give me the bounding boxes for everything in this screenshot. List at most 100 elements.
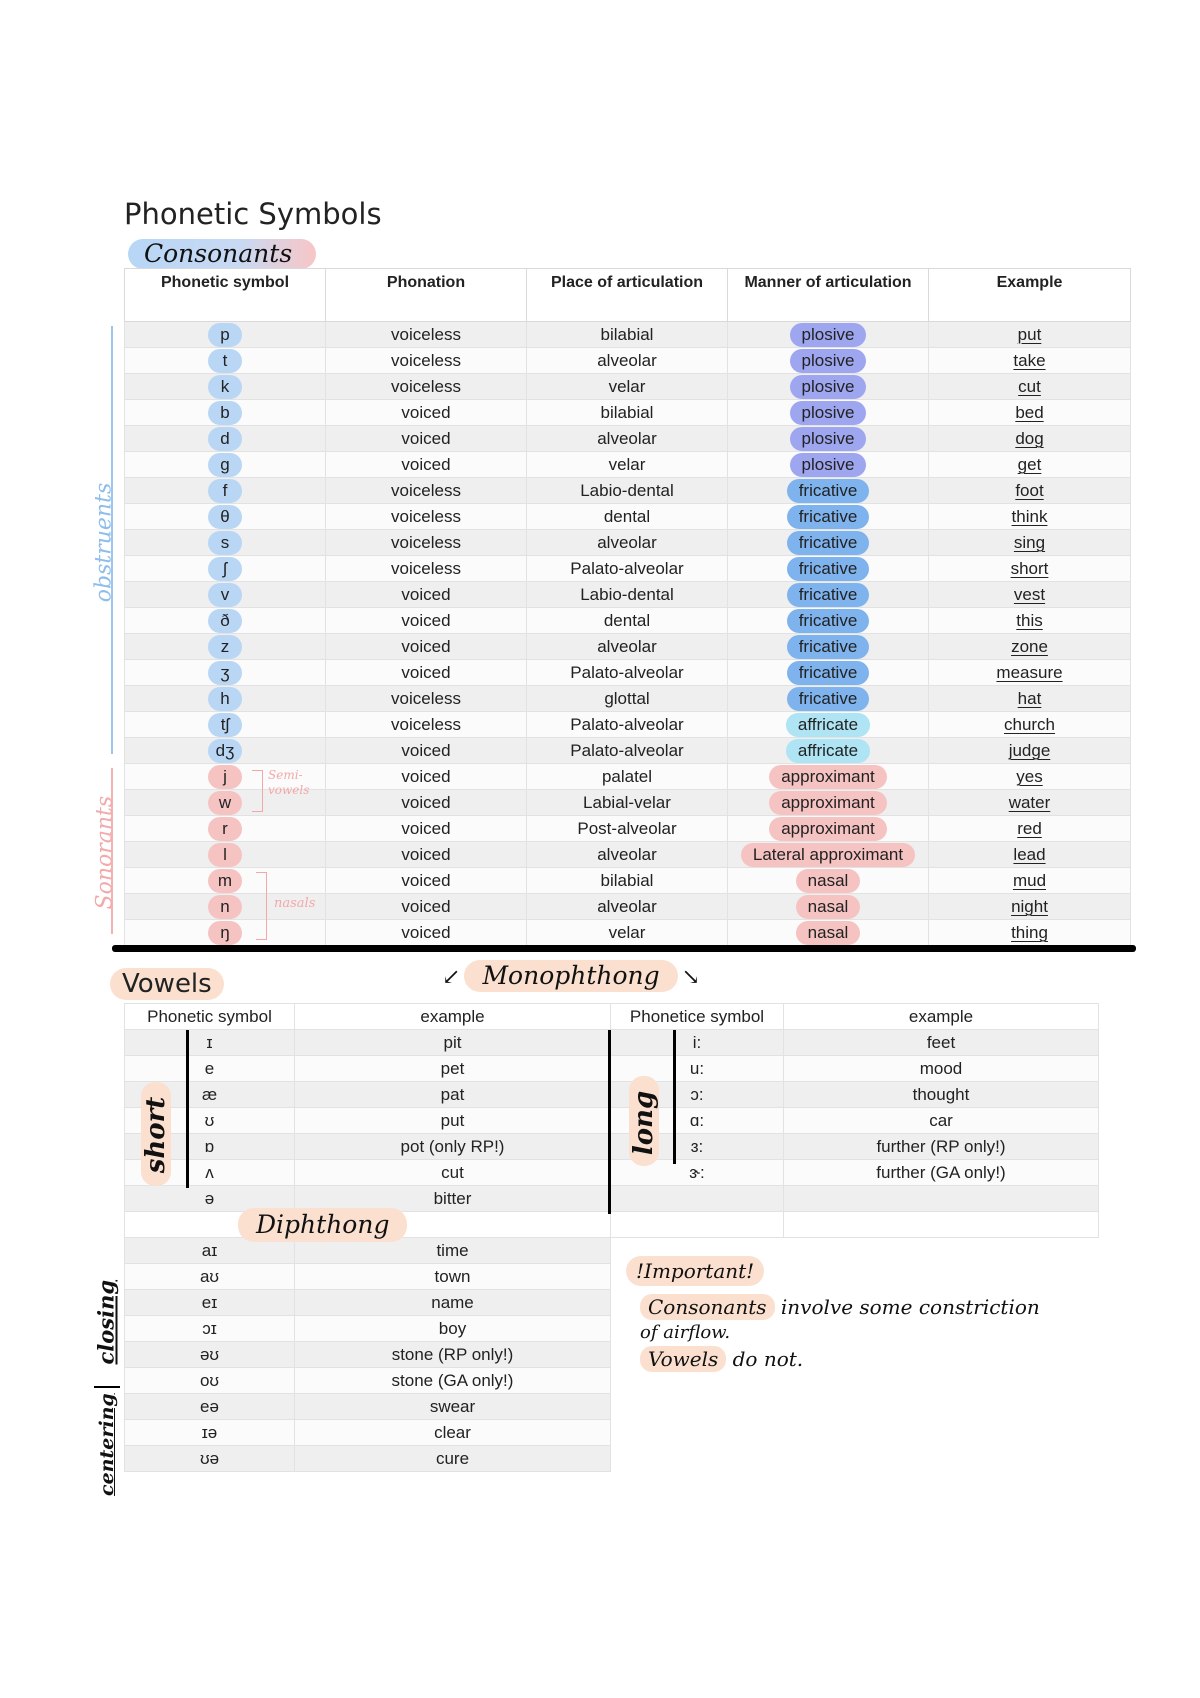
consonant-place: Palato-alveolar (570, 663, 684, 682)
consonant-phonation: voiced (401, 793, 451, 812)
consonant-example-cell: red (928, 815, 1131, 842)
consonant-example: cut (1018, 377, 1041, 396)
monophthong-label: Monophthong (464, 960, 678, 992)
consonant-manner-cell: approximant (727, 815, 929, 842)
consonant-manner: approximant (769, 791, 887, 815)
sonorants-line (111, 768, 113, 934)
short-vowel-symbol: ɪ (124, 1029, 295, 1056)
consonant-symbol-cell: tʃ (124, 711, 326, 738)
consonant-phonation-cell: voiced (325, 815, 527, 842)
consonant-place: bilabial (600, 325, 654, 344)
consonant-symbol-cell: j (124, 763, 326, 790)
vowel-row: ɒ pot (only RP!) ɜ: further (RP only!) (124, 1133, 1099, 1160)
consonant-symbol-cell: θ (124, 503, 326, 530)
consonant-example-cell: yes (928, 763, 1131, 790)
consonant-manner: fricative (786, 687, 870, 711)
consonant-place: Palato-alveolar (570, 559, 684, 578)
short-vowel-example: pit (294, 1029, 611, 1056)
consonant-place-cell: Palato-alveolar (526, 555, 728, 582)
consonant-manner: plosive (789, 349, 867, 373)
consonant-symbol: f (208, 479, 242, 503)
consonant-example: judge (1008, 741, 1051, 760)
consonant-phonation-cell: voiceless (325, 373, 527, 400)
empty-cell (783, 1237, 1099, 1264)
consonant-phonation-cell: voiceless (325, 685, 527, 712)
consonant-example: thing (1011, 923, 1048, 942)
consonant-manner: plosive (789, 401, 867, 425)
consonant-phonation-cell: voiced (325, 425, 527, 452)
consonant-example-cell: water (928, 789, 1131, 816)
consonant-place-cell: Palato-alveolar (526, 711, 728, 738)
consonant-example-cell: night (928, 893, 1131, 920)
consonant-row: d voiced alveolar plosive dog (124, 425, 1131, 452)
consonant-symbol: w (208, 791, 242, 815)
consonant-row: ʃ voiceless Palato-alveolar fricative short (124, 555, 1131, 582)
consonant-manner: approximant (769, 817, 887, 841)
consonant-symbol: l (208, 843, 242, 867)
empty-cell (783, 1419, 1099, 1446)
note-vowels: Vowels (640, 1346, 727, 1372)
consonant-place: alveolar (597, 533, 657, 552)
spacer-cell (610, 1211, 784, 1238)
long-vowel-example: feet (783, 1029, 1099, 1056)
consonant-manner: fricative (786, 583, 870, 607)
consonant-example-cell: think (928, 503, 1131, 530)
nasals-bracket (256, 872, 267, 940)
consonant-example-cell: mud (928, 867, 1131, 894)
consonant-place-cell: bilabial (526, 867, 728, 894)
consonant-example: mud (1012, 871, 1047, 890)
consonant-example-cell: take (928, 347, 1131, 374)
consonant-example-cell: short (928, 555, 1131, 582)
consonant-place: alveolar (597, 429, 657, 448)
consonant-place-cell: bilabial (526, 321, 728, 348)
consonant-row: g voiced velar plosive get (124, 451, 1131, 478)
consonant-example: foot (1015, 481, 1044, 500)
consonant-place: Labio-dental (580, 481, 674, 500)
consonant-row: tʃ voiceless Palato-alveolar affricate churc… (124, 711, 1131, 738)
important-title: !Important! (626, 1256, 765, 1286)
consonant-symbol-cell: f (124, 477, 326, 504)
consonant-manner-cell: nasal (727, 893, 929, 920)
consonants-heading: Consonants (128, 239, 317, 269)
short-vowel-symbol: e (124, 1055, 295, 1082)
consonant-example: vest (1013, 585, 1046, 604)
consonant-place-cell: dental (526, 503, 728, 530)
short-vowel-example: put (294, 1107, 611, 1134)
short-highlight (141, 1082, 171, 1186)
consonant-phonation: voiceless (391, 715, 461, 734)
consonant-example-cell: measure (928, 659, 1131, 686)
consonant-manner-cell: plosive (727, 399, 929, 426)
consonant-symbol: t (208, 349, 242, 373)
consonant-phonation: voiceless (391, 325, 461, 344)
diphthong-row: əʊ stone (RP only!) (124, 1341, 1099, 1368)
consonant-place-cell: velar (526, 451, 728, 478)
consonant-manner-cell: fricative (727, 581, 929, 608)
consonant-manner: fricative (786, 635, 870, 659)
consonant-row: j voiced palatel approximant yes (124, 763, 1131, 790)
consonant-row: t voiceless alveolar plosive take (124, 347, 1131, 374)
consonants-header-row: Phonetic symbol Phonation Place of artic… (124, 268, 1131, 322)
consonant-phonation-cell: voiced (325, 399, 527, 426)
long-label: long (629, 1090, 659, 1156)
consonant-manner-cell: Lateral approximant (727, 841, 929, 868)
vowel-row: ɪ pit i: feet (124, 1029, 1099, 1056)
consonant-place-cell: dental (526, 607, 728, 634)
long-vowel-example (783, 1185, 1099, 1212)
consonant-phonation-cell: voiceless (325, 711, 527, 738)
long-vowel-example: thought (783, 1081, 1099, 1108)
consonant-symbol: p (208, 323, 242, 347)
diphthong-symbol: eɪ (124, 1289, 295, 1316)
note-consonants: Consonants (640, 1294, 775, 1320)
diphthong-example: cure (294, 1445, 611, 1472)
consonant-phonation-cell: voiced (325, 789, 527, 816)
consonant-manner-cell: plosive (727, 373, 929, 400)
col-header-symbol: Phonetic symbol (124, 268, 326, 322)
consonant-symbol: ʒ (208, 661, 242, 685)
consonant-manner-cell: fricative (727, 607, 929, 634)
consonant-place: alveolar (597, 351, 657, 370)
consonant-place: glottal (604, 689, 650, 708)
sonorants-label: Sonorants (92, 795, 118, 910)
short-vowel-example: pat (294, 1081, 611, 1108)
consonant-row: n voiced alveolar nasal night (124, 893, 1131, 920)
vowel-col-symbol: Phonetic symbol (124, 1003, 295, 1030)
